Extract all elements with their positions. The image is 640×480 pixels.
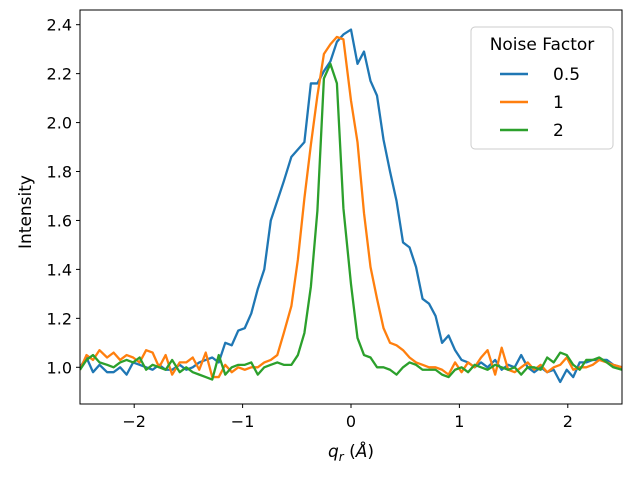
y-tick-label: 2.4 (47, 16, 72, 35)
y-axis-title: Intensity (16, 175, 36, 249)
series-line-1 (80, 35, 622, 379)
x-tick-label: 2 (563, 412, 573, 431)
y-tick-label: 1.4 (47, 260, 72, 279)
x-tick-label: −1 (231, 412, 255, 431)
legend-box (470, 26, 614, 150)
x-axis-title-text: qr (Å) (328, 440, 374, 464)
y-tick-label: 2.2 (47, 65, 72, 84)
x-tick-label: 0 (346, 412, 356, 431)
legend-title: Noise Factor (490, 35, 595, 55)
y-tick-label: 1.6 (47, 211, 72, 230)
series-line-2 (80, 62, 622, 381)
y-tick-label: 2.0 (47, 114, 72, 133)
legend-entry-label-2: 2 (553, 121, 564, 141)
y-tick-label: 1.0 (47, 358, 72, 377)
x-axis-title: qr (Å) (328, 440, 374, 464)
y-axis: 1.0 1.2 1.4 1.6 1.8 2.0 2.2 2.4 (47, 16, 80, 377)
legend-entry-label-1: 1 (553, 93, 564, 113)
y-tick-label: 1.8 (47, 163, 72, 182)
legend-entry-label-0: 0.5 (553, 65, 580, 85)
x-tick-label: 1 (454, 412, 464, 431)
legend: Noise Factor 0.5 1 2 (470, 26, 614, 150)
y-tick-label: 1.2 (47, 309, 72, 328)
series-layer (80, 28, 622, 384)
x-tick-label: −2 (122, 412, 146, 431)
x-axis: −2 −1 0 1 2 (122, 404, 573, 431)
